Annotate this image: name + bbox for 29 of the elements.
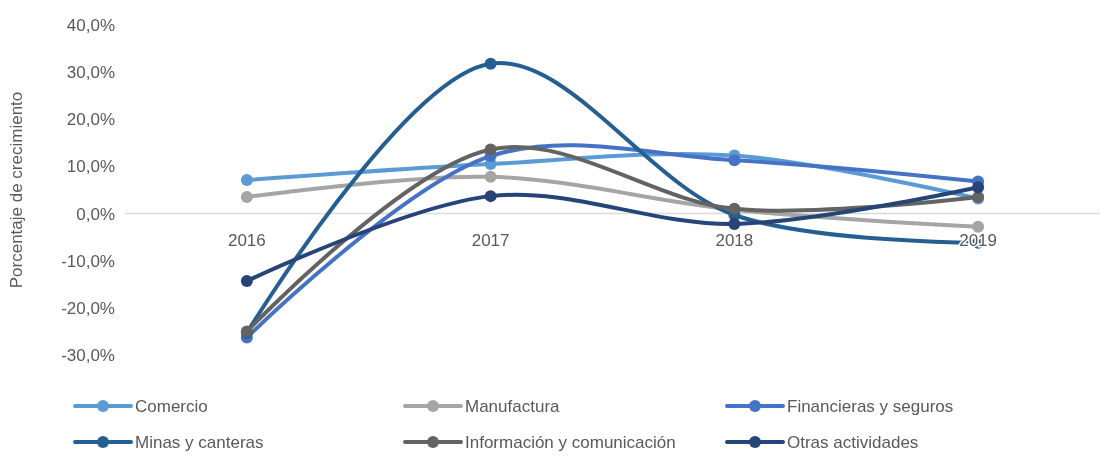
point xyxy=(972,220,985,233)
point xyxy=(484,170,497,183)
point xyxy=(972,181,985,194)
point xyxy=(240,174,253,187)
y-tick-label: -30,0% xyxy=(61,345,115,365)
legend-label: Financieras y seguros xyxy=(787,396,954,416)
point xyxy=(728,217,741,230)
legend-label: Otras actividades xyxy=(787,432,919,452)
x-tick-label: 2016 xyxy=(227,230,266,250)
point xyxy=(484,143,497,156)
y-tick-label: 20,0% xyxy=(66,110,115,130)
y-tick-label: 10,0% xyxy=(66,157,115,177)
y-tick-label: -10,0% xyxy=(61,251,115,271)
y-tick-label: 40,0% xyxy=(66,15,115,35)
x-tick-label: 2018 xyxy=(715,230,754,250)
point xyxy=(240,191,253,204)
point xyxy=(484,190,497,203)
legend-label: Minas y canteras xyxy=(135,432,264,452)
legend-label: Comercio xyxy=(135,396,208,416)
point xyxy=(240,274,253,287)
y-tick-label: 0,0% xyxy=(76,204,115,224)
point xyxy=(728,154,741,167)
y-tick-label: -20,0% xyxy=(61,298,115,318)
x-tick-label: 2017 xyxy=(471,230,510,250)
y-tick-label: 30,0% xyxy=(66,63,115,83)
legend-label: Información y comunicación xyxy=(465,432,676,452)
y-axis-title: Porcentaje de crecimiento xyxy=(7,91,26,289)
point xyxy=(484,57,497,70)
legend-label: Manufactura xyxy=(465,396,561,416)
